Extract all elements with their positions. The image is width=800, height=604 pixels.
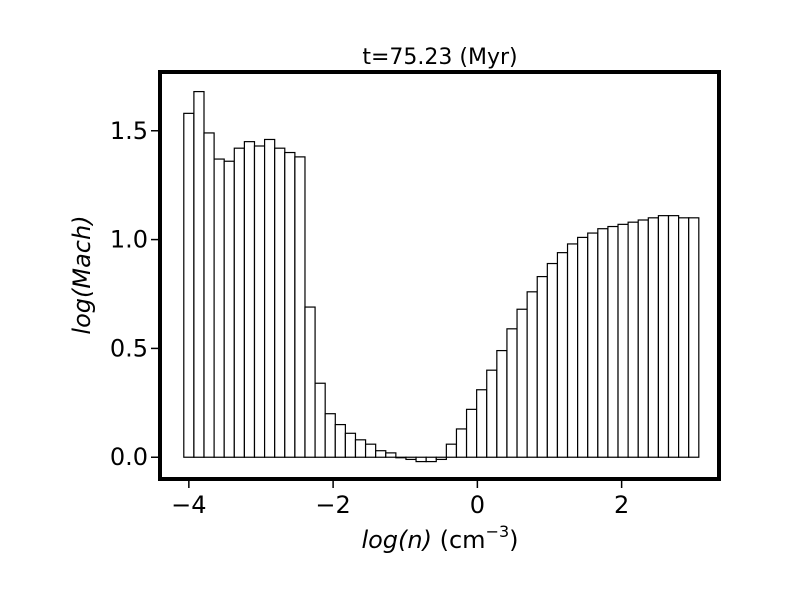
histogram-bar	[657, 215, 670, 458]
histogram-bar	[526, 291, 538, 458]
histogram-bar	[577, 236, 589, 458]
histogram-bar	[213, 158, 225, 458]
y-tick-label: 1.5	[110, 117, 148, 145]
histogram-bar	[294, 156, 306, 458]
histogram-bar	[243, 141, 256, 458]
histogram-bar	[223, 160, 235, 458]
histogram-bar	[284, 151, 296, 458]
y-ticks-group: 0.0 0.5 1.0 1.5	[110, 117, 158, 471]
histogram-bar	[304, 306, 316, 458]
histogram-bar	[253, 145, 266, 458]
histogram-bar	[455, 428, 468, 458]
histogram-bar	[193, 90, 205, 458]
bars-group	[183, 90, 700, 463]
histogram-bar	[405, 456, 417, 461]
histogram-bar	[385, 452, 397, 458]
histogram-bar	[678, 217, 690, 458]
histogram-bar	[233, 147, 245, 458]
histogram-bar	[354, 439, 367, 458]
histogram-bar	[688, 217, 700, 458]
histogram-bar	[334, 423, 346, 458]
x-tick-label: 0	[470, 491, 485, 519]
y-axis-label: log(Mach)	[68, 215, 96, 334]
histogram-bar	[445, 443, 458, 458]
histogram-bar	[627, 221, 639, 458]
histogram-bar	[364, 443, 377, 458]
histogram-bar	[556, 252, 569, 458]
histogram-bar	[486, 369, 498, 458]
histogram-bar	[536, 275, 548, 458]
histogram-bar	[566, 243, 579, 458]
x-axis-label-superscript: −3	[486, 522, 510, 541]
histogram-bar	[476, 389, 488, 458]
chart-title: t=75.23 (Myr)	[362, 45, 517, 70]
x-axis-label: log(n) (cm−3)	[361, 522, 518, 554]
x-axis-label-italic: log(n)	[361, 526, 432, 554]
x-tick-label: 2	[614, 491, 629, 519]
plot-frame	[158, 70, 721, 481]
histogram-bar	[637, 219, 649, 458]
histogram-bar	[496, 349, 508, 458]
histogram-bar	[617, 223, 629, 458]
y-tick-label: 0.5	[110, 334, 148, 362]
histogram-bar	[425, 456, 437, 463]
x-tick-label: −4	[171, 491, 206, 519]
histogram-bar	[324, 413, 336, 458]
histogram-bar	[263, 138, 276, 458]
x-ticks-group: −4 −2 0 2	[171, 481, 629, 519]
y-tick-label: 1.0	[110, 226, 148, 254]
histogram-bar	[667, 215, 680, 458]
histogram-bar	[203, 132, 215, 458]
histogram-bar	[375, 450, 387, 458]
histogram-bar	[314, 382, 326, 458]
histogram-bar	[395, 456, 407, 459]
x-axis-label-close: )	[509, 526, 518, 554]
x-axis-label-unit: (cm	[432, 526, 486, 554]
histogram-bar	[647, 217, 660, 458]
histogram-bar	[274, 147, 286, 458]
histogram-bar	[587, 232, 599, 458]
histogram-bar	[607, 225, 619, 458]
histogram-bar	[465, 408, 478, 458]
histogram-bar	[546, 262, 559, 458]
x-tick-label: −2	[315, 491, 350, 519]
histogram-bar	[435, 456, 447, 461]
histogram-bar	[506, 328, 518, 458]
histogram-bar	[344, 432, 357, 458]
histogram-bar	[415, 456, 427, 463]
histogram-bar	[516, 308, 528, 458]
y-tick-label: 0.0	[110, 443, 148, 471]
histogram-bar	[183, 112, 195, 458]
histogram-bar	[597, 228, 609, 458]
